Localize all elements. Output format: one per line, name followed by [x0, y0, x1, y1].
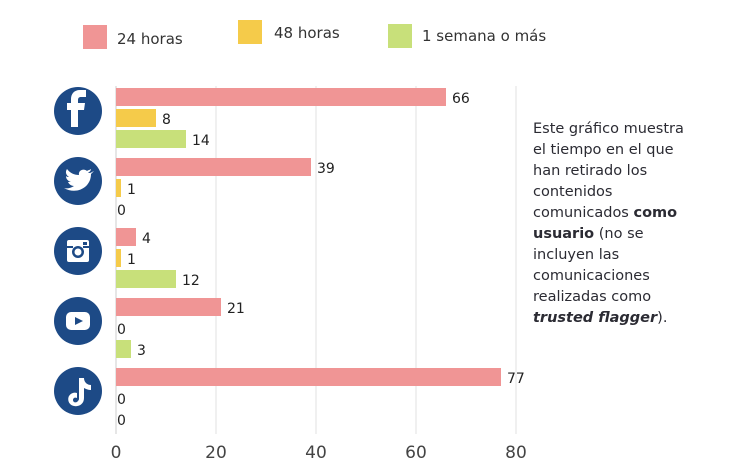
bar-facebook: [116, 109, 156, 127]
bar-youtube: [116, 298, 221, 316]
legend-swatch: [238, 20, 262, 44]
data-label: 66: [452, 91, 470, 107]
data-label: 0: [117, 322, 126, 338]
data-label: 14: [192, 133, 210, 149]
bar-instagram: [116, 228, 136, 246]
note-text: (no se incluyen las comunicaciones reali…: [533, 226, 652, 305]
bar-tiktok: [116, 368, 501, 386]
data-label: 77: [507, 371, 525, 387]
data-label: 21: [227, 301, 245, 317]
bar-instagram: [116, 249, 121, 267]
note-bold-italic: trusted flagger: [533, 310, 658, 326]
data-label: 0: [117, 203, 126, 219]
bar-twitter: [116, 158, 311, 176]
data-label: 1: [127, 252, 136, 268]
legend-label: 1 semana o más: [422, 27, 546, 45]
legend-swatch: [388, 24, 412, 48]
note-bold: como usuario: [533, 205, 678, 242]
data-label: 12: [182, 273, 200, 289]
note-text: Este gráfico muestra el tiempo en el que…: [533, 121, 684, 221]
youtube-icon: [54, 297, 102, 345]
instagram-icon: [54, 227, 102, 275]
legend-label: 24 horas: [117, 30, 183, 48]
bar-instagram: [116, 270, 176, 288]
facebook-icon: [54, 87, 102, 135]
bar-facebook: [116, 88, 446, 106]
bar-facebook: [116, 130, 186, 148]
data-label: 3: [137, 343, 146, 359]
legend-swatch: [83, 25, 107, 49]
data-label: 4: [142, 231, 151, 247]
chart-note: Este gráfico muestra el tiempo en el que…: [533, 119, 693, 329]
twitter-icon: [54, 157, 102, 205]
x-tick-label: 20: [205, 443, 227, 461]
note-text: ).: [657, 310, 668, 326]
data-label: 1: [127, 182, 136, 198]
data-label: 39: [317, 161, 335, 177]
legend-label: 48 horas: [274, 24, 340, 42]
data-label: 8: [162, 112, 171, 128]
bar-twitter: [116, 179, 121, 197]
x-tick-label: 40: [305, 443, 327, 461]
data-label: 0: [117, 392, 126, 408]
data-label: 0: [117, 413, 126, 429]
bar-youtube: [116, 340, 131, 358]
x-tick-label: 80: [505, 443, 527, 461]
x-tick-label: 60: [405, 443, 427, 461]
tiktok-icon: [54, 367, 102, 415]
x-tick-label: 0: [111, 443, 122, 461]
